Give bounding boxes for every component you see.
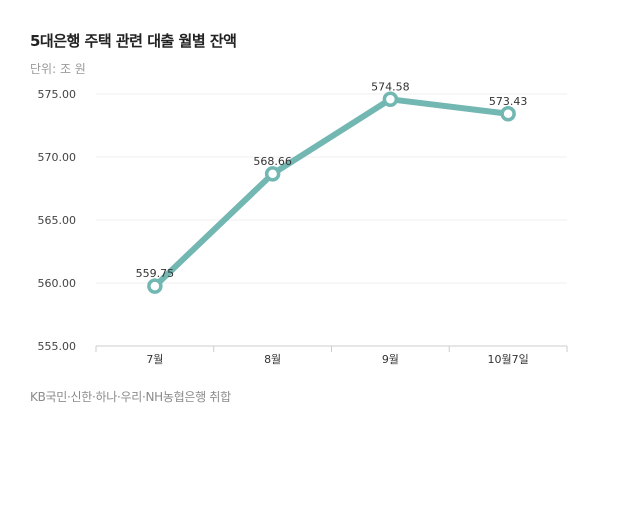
data-label: 574.58 — [371, 80, 410, 93]
unit-label: 단위: 조 원 — [30, 62, 86, 76]
x-tick-label: 7월 — [146, 353, 163, 366]
data-point — [382, 91, 399, 108]
data-label: 573.43 — [489, 95, 528, 108]
data-labels: 559.75 568.66 574.58 573.43 — [136, 80, 528, 280]
y-tick-label: 560.00 — [38, 277, 77, 290]
source-note: KB국민·신한·하나·우리·NH농협은행 취합 — [30, 390, 231, 404]
y-tick-label: 570.00 — [38, 151, 77, 164]
chart-title: 5대은행 주택 관련 대출 월별 잔액 — [30, 32, 237, 50]
y-axis-ticks: 555.00 560.00 565.00 570.00 575.00 — [38, 88, 77, 353]
x-axis: 7월 8월 9월 10월7일 — [95, 345, 568, 366]
grid-lines — [96, 93, 567, 284]
y-tick-label: 555.00 — [38, 340, 77, 353]
data-points — [147, 91, 516, 294]
data-point — [147, 278, 163, 294]
data-point — [264, 166, 281, 182]
data-point — [500, 106, 516, 122]
y-tick-label: 565.00 — [38, 214, 77, 227]
series-line — [151, 96, 512, 290]
x-tick-label: 10월7일 — [488, 352, 529, 366]
y-tick-label: 575.00 — [38, 88, 77, 101]
x-tick-label: 9월 — [382, 353, 399, 366]
data-label: 559.75 — [136, 267, 175, 280]
series-line-group — [151, 96, 512, 290]
data-label: 568.66 — [253, 155, 292, 168]
x-tick-label: 8월 — [264, 353, 281, 366]
line-chart: 555.00 560.00 565.00 570.00 575.00 7월 8월 9월 10월… — [38, 80, 568, 366]
